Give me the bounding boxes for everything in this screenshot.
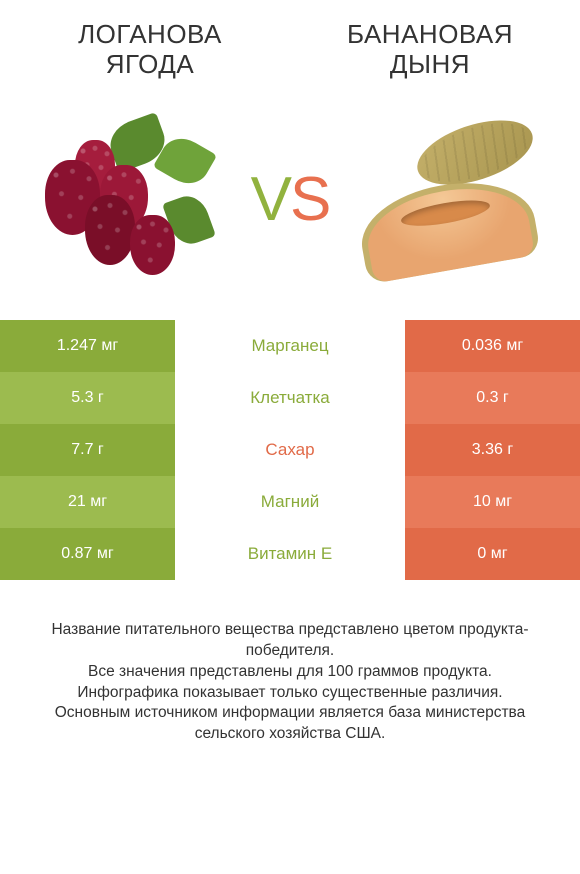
nutrient-name: Магний — [175, 476, 405, 528]
left-product-image — [30, 100, 240, 300]
left-value: 7.7 г — [0, 424, 175, 476]
table-row: 7.7 гСахар3.36 г — [0, 424, 580, 476]
left-product-title: ЛОГАНОВА ЯГОДА — [40, 20, 260, 80]
right-value: 0.3 г — [405, 372, 580, 424]
vs-label: VS — [251, 164, 330, 235]
table-row: 1.247 мгМарганец0.036 мг — [0, 320, 580, 372]
left-value: 21 мг — [0, 476, 175, 528]
right-product-image — [340, 100, 550, 300]
footer-line: Основным источником информации является … — [30, 703, 550, 745]
table-row: 0.87 мгВитамин E0 мг — [0, 528, 580, 580]
right-value: 10 мг — [405, 476, 580, 528]
table-row: 21 мгМагний10 мг — [0, 476, 580, 528]
nutrient-name: Витамин E — [175, 528, 405, 580]
nutrient-name: Клетчатка — [175, 372, 405, 424]
right-value: 3.36 г — [405, 424, 580, 476]
table-row: 5.3 гКлетчатка0.3 г — [0, 372, 580, 424]
vs-v: V — [251, 165, 290, 234]
images-row: VS — [0, 90, 580, 320]
nutrient-name: Марганец — [175, 320, 405, 372]
left-value: 5.3 г — [0, 372, 175, 424]
header: ЛОГАНОВА ЯГОДА БАНАНОВАЯ ДЫНЯ — [0, 0, 580, 90]
nutrient-name: Сахар — [175, 424, 405, 476]
left-value: 1.247 мг — [0, 320, 175, 372]
right-value: 0.036 мг — [405, 320, 580, 372]
footer-notes: Название питательного вещества представл… — [0, 580, 580, 746]
left-value: 0.87 мг — [0, 528, 175, 580]
footer-line: Все значения представлены для 100 граммо… — [30, 662, 550, 683]
footer-line: Название питательного вещества представл… — [30, 620, 550, 662]
footer-line: Инфографика показывает только существенн… — [30, 683, 550, 704]
comparison-table: 1.247 мгМарганец0.036 мг5.3 гКлетчатка0.… — [0, 320, 580, 580]
right-value: 0 мг — [405, 528, 580, 580]
right-product-title: БАНАНОВАЯ ДЫНЯ — [320, 20, 540, 80]
vs-s: S — [290, 165, 329, 234]
